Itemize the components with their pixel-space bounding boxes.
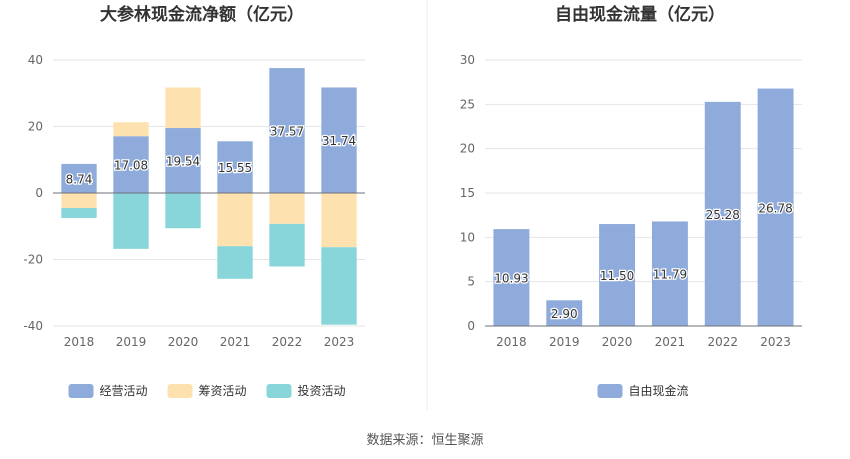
bar (217, 246, 253, 279)
data-source: 数据来源：恒生聚源 (366, 433, 483, 448)
bar (165, 87, 201, 129)
x-tick-label: 2023 (324, 335, 355, 349)
data-label: 37.57 (270, 125, 304, 139)
bar (321, 247, 357, 325)
bar (61, 163, 97, 193)
bar (165, 193, 201, 229)
bar (704, 101, 741, 326)
bar (165, 128, 201, 193)
data-label: 11.50 (600, 269, 634, 283)
bar (493, 229, 530, 326)
y-tick-label: 20 (28, 120, 43, 134)
bar (61, 193, 97, 208)
bar (599, 224, 636, 326)
x-tick-label: 2018 (64, 335, 95, 349)
x-tick-label: 2021 (655, 335, 686, 349)
y-tick-label: 15 (460, 186, 475, 200)
chart-cashflow-net-title: 大参林现金流净额（亿元） (100, 4, 304, 25)
bar (321, 87, 357, 193)
chart-free-cashflow-title: 自由现金流量（亿元） (555, 4, 725, 25)
data-label: 8.74 (66, 172, 93, 186)
x-tick-label: 2019 (116, 335, 147, 349)
chart-cashflow-net: 大参林现金流净额（亿元） -40 -20 0 20 40 8.74 17.08 19.54 15… (23, 4, 365, 398)
bar (217, 141, 253, 193)
x-tick-label: 2023 (760, 335, 791, 349)
legend-swatch (68, 384, 94, 398)
bar (546, 300, 583, 326)
bar (113, 122, 149, 137)
bar (651, 221, 688, 326)
data-label: 11.79 (653, 268, 687, 282)
legend-label: 经营活动 (100, 384, 148, 398)
bar (113, 193, 149, 249)
bar (269, 68, 305, 193)
data-label: 25.28 (706, 208, 740, 222)
y-tick-label: 20 (460, 142, 475, 156)
y-tick-label: 25 (460, 97, 475, 111)
x-tick-label: 2020 (602, 335, 633, 349)
legend-label: 投资活动 (298, 383, 346, 398)
x-tick-label: 2022 (707, 335, 738, 349)
bar (217, 193, 253, 247)
legend-swatch (167, 384, 193, 398)
y-tick-label: 0 (35, 186, 43, 200)
bar (269, 193, 305, 224)
legend-label: 筹资活动 (199, 384, 247, 398)
y-tick-label: 5 (467, 275, 475, 289)
x-tick-label: 2020 (168, 335, 199, 349)
x-tick-label: 2021 (220, 335, 251, 349)
y-tick-label: 10 (460, 230, 475, 244)
data-label: 26.78 (758, 201, 792, 215)
bar (61, 207, 97, 218)
data-label: 19.54 (166, 155, 200, 169)
data-label: 10.93 (494, 272, 528, 286)
y-tick-label: -20 (23, 253, 43, 267)
x-tick-label: 2018 (496, 335, 527, 349)
y-tick-label: 40 (28, 53, 43, 67)
y-tick-label: -40 (23, 319, 43, 333)
chart-free-cashflow: 自由现金流量（亿元） 0 5 10 15 20 25 30 10.93 2.90 11.50 11.… (460, 4, 802, 398)
y-tick-label: 0 (467, 319, 475, 333)
legend-label: 自由现金流 (629, 383, 689, 398)
y-tick-label: 30 (460, 53, 475, 67)
data-label: 31.74 (322, 134, 356, 148)
x-tick-label: 2022 (272, 335, 303, 349)
x-tick-label: 2019 (549, 335, 580, 349)
legend-swatch (597, 384, 623, 398)
bar (269, 223, 305, 267)
bar (321, 193, 357, 248)
bar (757, 88, 794, 327)
data-label: 17.08 (114, 159, 148, 173)
data-label: 15.55 (218, 161, 252, 175)
data-label: 2.90 (551, 307, 578, 321)
bar (113, 136, 149, 193)
legend-swatch (266, 384, 292, 398)
